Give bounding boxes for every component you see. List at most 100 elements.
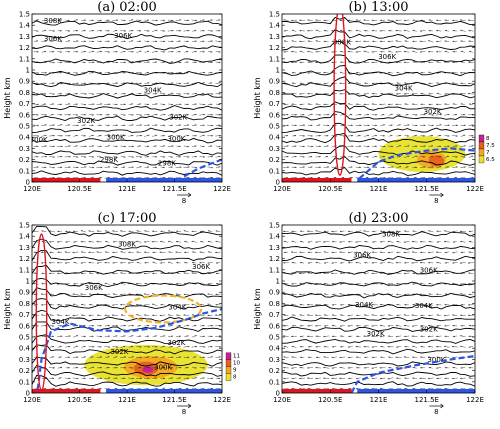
wind-vector bbox=[57, 262, 63, 264]
wind-vector bbox=[207, 155, 213, 158]
boundary-layer-top bbox=[350, 354, 475, 393]
contour-line bbox=[282, 122, 475, 133]
wind-vector bbox=[387, 166, 394, 168]
wind-vector bbox=[207, 335, 213, 338]
wind-vector bbox=[128, 166, 134, 168]
wind-vector bbox=[380, 135, 385, 137]
wind-vector bbox=[355, 124, 362, 127]
wind-vector bbox=[120, 82, 126, 84]
wind-vector bbox=[388, 367, 393, 369]
wind-vector bbox=[428, 93, 433, 95]
wind-vector bbox=[160, 145, 166, 148]
wind-vector bbox=[104, 156, 111, 158]
wind-vector bbox=[403, 241, 410, 243]
wind-vector bbox=[347, 346, 353, 348]
wind-vector bbox=[183, 324, 189, 327]
wind-vector bbox=[167, 92, 174, 95]
wind-vector bbox=[307, 145, 314, 148]
wind-vector bbox=[128, 124, 134, 127]
wind-vector bbox=[81, 19, 86, 21]
wind-vector bbox=[444, 135, 450, 137]
wind-vector bbox=[41, 93, 47, 95]
wind-vector bbox=[113, 40, 118, 42]
wind-vector bbox=[175, 114, 181, 116]
wind-vector bbox=[339, 356, 346, 359]
wind-vector bbox=[404, 103, 409, 105]
orange-dashed-ellipse bbox=[124, 294, 203, 324]
wind-vector bbox=[395, 335, 402, 338]
wind-vector bbox=[339, 325, 345, 327]
wind-vector bbox=[452, 366, 458, 369]
wind-vector bbox=[452, 145, 458, 147]
wind-vector bbox=[348, 335, 353, 338]
wind-vector bbox=[191, 345, 197, 348]
wind-vector bbox=[81, 135, 86, 137]
wind-vector bbox=[300, 114, 305, 116]
wind-vector bbox=[65, 241, 70, 243]
wind-vector bbox=[404, 324, 410, 327]
wind-vector bbox=[379, 40, 386, 43]
wind-vector bbox=[467, 262, 474, 264]
wind-vector bbox=[396, 156, 401, 158]
wind-vector bbox=[33, 156, 39, 158]
wind-vector bbox=[436, 156, 442, 158]
wind-vector bbox=[184, 103, 189, 106]
wind-vector bbox=[57, 314, 63, 316]
wind-vector bbox=[443, 314, 450, 317]
wind-vector bbox=[72, 293, 79, 295]
wind-vector bbox=[323, 166, 329, 168]
wind-vector bbox=[396, 230, 401, 232]
wind-vector bbox=[41, 304, 47, 306]
x-tick-label: 121E bbox=[118, 185, 136, 193]
wind-vector bbox=[104, 335, 110, 337]
y-tick-label: 0.9 bbox=[269, 78, 280, 86]
wind-vector bbox=[215, 103, 221, 106]
wind-vector bbox=[291, 166, 297, 169]
wind-vector bbox=[363, 19, 370, 21]
wind-vector bbox=[371, 29, 378, 32]
wind-vector bbox=[283, 251, 288, 254]
wind-vector bbox=[65, 314, 70, 317]
contour-line bbox=[32, 105, 222, 111]
wind-vector bbox=[199, 335, 205, 338]
wind-vector bbox=[41, 134, 47, 137]
wind-vector bbox=[97, 325, 102, 327]
wind-vector bbox=[192, 29, 197, 32]
wind-vector bbox=[444, 325, 450, 327]
contour-label: 300K bbox=[167, 135, 185, 143]
wind-vector bbox=[307, 30, 313, 32]
wind-vector bbox=[96, 114, 103, 116]
wind-vector bbox=[175, 230, 181, 233]
wind-vector bbox=[200, 145, 205, 148]
contour-label: 308K bbox=[382, 230, 400, 238]
wind-vector bbox=[191, 230, 197, 233]
wind-vector bbox=[419, 51, 426, 53]
panel-1: 308K 306K 306K 304K 302K 302K 300K 300K 300K 298K… bbox=[3, 0, 231, 205]
wind-vector bbox=[57, 304, 63, 306]
wind-vector bbox=[428, 40, 434, 43]
wind-vector bbox=[420, 135, 425, 137]
contour-label: 300K bbox=[427, 356, 445, 364]
wind-vector bbox=[97, 19, 102, 22]
wind-vector bbox=[283, 30, 289, 32]
wind-vector bbox=[436, 82, 442, 85]
wind-vector bbox=[104, 145, 110, 148]
y-tick-label: 0.1 bbox=[269, 378, 280, 386]
wind-vector bbox=[144, 324, 150, 327]
wind-vector bbox=[167, 72, 174, 74]
wind-vector bbox=[452, 30, 457, 32]
wind-vector bbox=[403, 145, 410, 148]
contour-labels: 308K 306K 306K 304K 304K 302K 302K 300K bbox=[353, 230, 446, 363]
contour-line bbox=[282, 255, 475, 262]
wind-vector bbox=[331, 166, 337, 168]
wind-vector bbox=[291, 82, 297, 84]
wind-vector bbox=[444, 262, 449, 264]
y-tick-label: 0 bbox=[26, 390, 30, 398]
wind-vector bbox=[388, 71, 393, 74]
colorbar-label: 8 bbox=[233, 375, 237, 381]
wind-vector bbox=[460, 156, 466, 158]
y-tick-label: 1 bbox=[276, 278, 280, 286]
wind-vector bbox=[428, 155, 434, 158]
wind-vector bbox=[88, 103, 95, 105]
wind-vector bbox=[308, 346, 313, 348]
